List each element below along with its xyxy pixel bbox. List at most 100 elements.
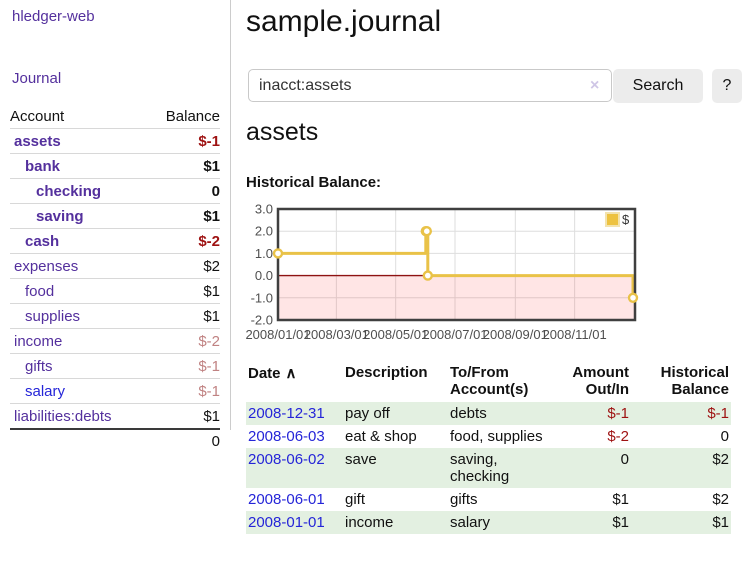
transaction-date-link[interactable]: 2008-01-01 <box>248 514 325 531</box>
account-row: checking 0 <box>10 178 220 203</box>
accounts-total-row: 0 <box>10 428 220 452</box>
page-title: sample.journal <box>246 5 442 38</box>
account-link[interactable]: food <box>25 282 55 300</box>
register-header-amount[interactable]: Amount Out/In <box>572 364 629 398</box>
register-table: Date ∧ Description To/From Account(s) Amou… <box>246 362 731 534</box>
account-row: gifts $-1 <box>10 353 220 378</box>
x-axis-tick-label: 2008/05/01 <box>363 327 428 342</box>
data-point <box>627 292 639 304</box>
register-header-balance[interactable]: Historical Balance <box>660 364 729 398</box>
transaction-date-link[interactable]: 2008-06-01 <box>248 491 325 508</box>
x-axis-tick-label: 2008/03/01 <box>304 327 369 342</box>
account-heading: assets <box>246 118 319 146</box>
account-row: supplies $1 <box>10 303 220 328</box>
account-balance: 0 <box>211 182 220 200</box>
app-title-link[interactable]: hledger-web <box>12 8 95 25</box>
transaction-accounts: food, supplies <box>450 428 543 445</box>
y-axis-tick-label: 3.0 <box>255 202 273 217</box>
account-link[interactable]: expenses <box>14 257 79 275</box>
account-link[interactable]: bank <box>25 157 61 175</box>
y-axis-tick-label: -2.0 <box>251 313 273 328</box>
legend-swatch <box>605 212 620 227</box>
register-row: 2008-06-02 save saving, checking 0 $2 <box>246 448 731 488</box>
account-link[interactable]: income <box>14 332 63 350</box>
legend-label: $ <box>622 212 630 227</box>
x-axis-tick-label: 2008/09/01 <box>483 327 548 342</box>
account-balance: $1 <box>203 407 220 425</box>
account-link[interactable]: supplies <box>25 307 81 325</box>
account-row: saving $1 <box>10 203 220 228</box>
account-balance: $1 <box>203 207 220 225</box>
accounts-header-account: Account <box>10 107 65 125</box>
clear-search-icon[interactable]: × <box>590 77 600 94</box>
search-input[interactable] <box>248 69 612 102</box>
transaction-amount: $1 <box>612 491 629 508</box>
account-link[interactable]: liabilities:debts <box>14 407 112 425</box>
register-header-date[interactable]: Date ∧ <box>248 365 297 382</box>
account-balance: $-1 <box>198 357 220 375</box>
account-link[interactable]: checking <box>36 182 102 200</box>
account-balance: $-2 <box>198 332 220 350</box>
account-balance: $-2 <box>198 232 220 250</box>
accounts-header-balance: Balance <box>165 107 220 125</box>
transaction-date-link[interactable]: 2008-06-03 <box>248 428 325 445</box>
y-axis-tick-label: -1.0 <box>251 290 273 305</box>
account-row: food $1 <box>10 278 220 303</box>
transaction-description: eat & shop <box>345 428 417 445</box>
transaction-accounts: gifts <box>450 491 478 508</box>
account-row: income $-2 <box>10 328 220 353</box>
transaction-amount: $-1 <box>607 405 629 422</box>
account-link[interactable]: gifts <box>25 357 53 375</box>
transaction-date-link[interactable]: 2008-06-02 <box>248 451 325 468</box>
chart-title: Historical Balance: <box>246 174 382 191</box>
sidebar-item-journal[interactable]: Journal <box>12 70 62 87</box>
account-balance: $1 <box>203 157 220 175</box>
transaction-description: pay off <box>345 405 390 422</box>
register-header-description[interactable]: Description <box>345 364 428 381</box>
y-axis-tick-label: 0.0 <box>255 268 273 283</box>
transaction-description: save <box>345 451 377 468</box>
transaction-balance: $2 <box>712 451 729 468</box>
transaction-accounts: debts <box>450 405 487 422</box>
register-row: 2008-12-31 pay off debts $-1 $-1 <box>246 402 731 425</box>
account-link[interactable]: assets <box>14 132 61 150</box>
account-balance: $-1 <box>198 132 220 150</box>
account-link[interactable]: cash <box>25 232 60 250</box>
transaction-accounts: saving, checking <box>450 451 510 485</box>
account-balance: $-1 <box>198 382 220 400</box>
transaction-description: income <box>345 514 394 531</box>
account-balance: $2 <box>203 257 220 275</box>
accounts-rows: assets $-1 bank $1 checking 0 saving $1 cash $-2 e… <box>10 128 220 428</box>
register-row: 2008-06-01 gift gifts $1 $2 <box>246 488 731 511</box>
search-button[interactable]: Search <box>613 69 703 103</box>
transaction-balance: $-1 <box>707 405 729 422</box>
account-link[interactable]: salary <box>25 382 66 400</box>
y-axis-tick-label: 2.0 <box>255 224 273 239</box>
account-row: bank $1 <box>10 153 220 178</box>
x-axis-tick-label: 2008/11/01 <box>543 327 607 342</box>
historical-balance-chart: 3.0 2.0 1.0 0.0 -1.0 -2.02008/01/012008/03/01… <box>245 202 639 342</box>
x-axis-tick-label: 2008/01/01 <box>245 327 310 342</box>
transaction-amount: $1 <box>612 514 629 531</box>
transaction-balance: 0 <box>720 428 729 445</box>
data-point <box>422 270 434 281</box>
accounts-total-value: 0 <box>211 432 220 450</box>
help-button[interactable]: ? <box>712 69 742 103</box>
y-axis-tick-label: 1.0 <box>255 246 273 261</box>
data-point <box>421 226 433 237</box>
account-link[interactable]: saving <box>36 207 84 225</box>
account-row: salary $-1 <box>10 378 220 403</box>
account-row: assets $-1 <box>10 128 220 153</box>
transaction-date-link[interactable]: 2008-12-31 <box>248 405 325 422</box>
plot-border <box>276 207 637 322</box>
transaction-balance: $2 <box>712 491 729 508</box>
data-point <box>272 248 284 259</box>
sidebar-divider <box>230 0 231 430</box>
transaction-accounts: salary <box>450 514 491 531</box>
account-row: liabilities:debts $1 <box>10 403 220 428</box>
register-header-accounts[interactable]: To/From Account(s) <box>450 364 529 398</box>
register-header-row: Date ∧ Description To/From Account(s) Amou… <box>246 362 731 402</box>
transaction-amount: $-2 <box>607 428 629 445</box>
register-row: 2008-01-01 income salary $1 $1 <box>246 511 731 534</box>
accounts-table-header: Account Balance <box>10 104 220 128</box>
